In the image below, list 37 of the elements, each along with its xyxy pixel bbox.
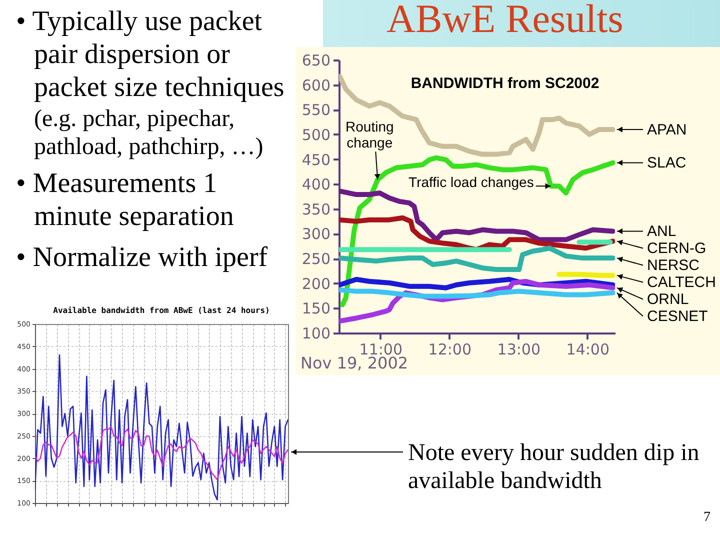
chart-title: Available bandwidth from ABwE (last 24 hours) [53, 306, 270, 315]
text: APAN [647, 121, 687, 138]
text: SLAC [647, 154, 686, 172]
annotation: Traffic load changes [408, 174, 534, 190]
text: BANDWIDTH from SC2002 [410, 75, 600, 92]
y-tick-label: 600 [302, 76, 330, 94]
x-tick-label: 12:00 [428, 340, 472, 358]
y-tick-label: 350 [302, 200, 330, 218]
text: CERN-G [647, 240, 706, 258]
x-axis-title: Nov 19, 2002 [300, 354, 408, 372]
text: 7 [704, 510, 710, 525]
y-tick-label: 400 [302, 176, 330, 194]
y-tick-label: 500 [302, 126, 330, 144]
text: ANL [647, 223, 676, 240]
chart-title: ABwE Results [386, 0, 624, 41]
y-tick-label: 250 [302, 250, 330, 268]
y-tick-label: 150 [302, 300, 330, 318]
text: CALTECH [647, 274, 716, 292]
y-tick-label: 100 [302, 324, 330, 342]
text: Note every hour sudden dip in available bandwidth [408, 440, 700, 494]
text: • Normalize with iperf [15, 241, 269, 274]
text: ORNL [647, 291, 689, 308]
annotation: Routing change [346, 118, 394, 151]
y-tick-label: 300 [302, 225, 330, 244]
x-tick-label: 13:00 [497, 340, 541, 358]
text: • Measurements 1 minute separation [15, 167, 235, 233]
y-tick-label: 550 [302, 101, 330, 120]
text: • Typically use packet pair dispersion or packet size techniques [15, 5, 286, 104]
y-tick-label: 650 [302, 52, 330, 70]
line-series [35, 426, 288, 480]
text: CESNET [647, 308, 708, 326]
line-series [35, 354, 288, 501]
text: NERSC [647, 257, 700, 274]
text: (e.g. pchar, pipechar, pathload, pathchirp, …) [33, 105, 264, 161]
x-tick-label: 14:00 [566, 340, 610, 358]
y-tick-label: 200 [302, 274, 330, 293]
y-tick-label: 450 [302, 150, 330, 169]
